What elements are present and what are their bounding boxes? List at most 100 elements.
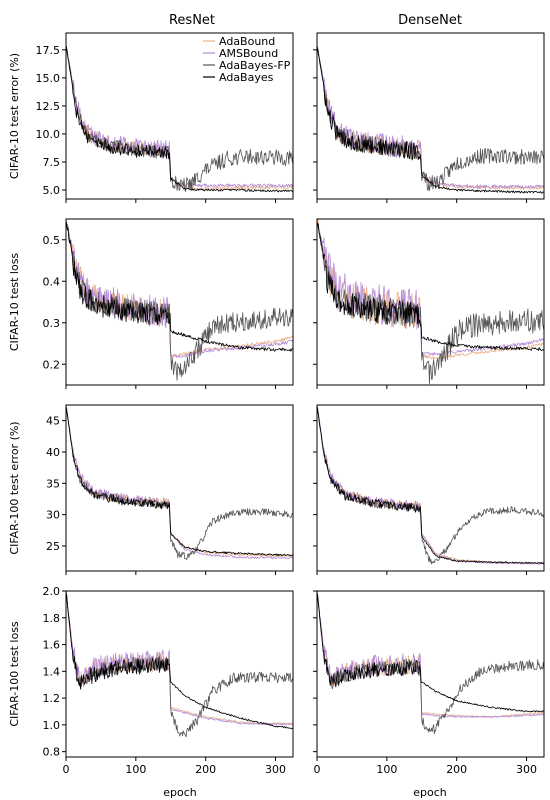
series-line-amsbound [317, 405, 544, 565]
series-line-adabayes [66, 45, 293, 193]
y-tick-label: 10.0 [36, 128, 61, 141]
panel-frame [65, 404, 294, 572]
y-tick-label: 0.8 [43, 746, 61, 759]
series-line-adabayes-fp [317, 592, 544, 735]
xlabel-resnet: epoch [163, 786, 197, 799]
legend-label-adabayes-fp: AdaBayes-FP [219, 59, 291, 72]
panel-resnet-4: 0.8 1.0 1.2 1.4 1.6 1.8 2.0 0 100 200 300 [43, 585, 294, 776]
series-line-amsbound [66, 405, 293, 560]
y-tick-label: 5.0 [43, 184, 61, 197]
panel-series-group [66, 45, 293, 193]
series-line-amsbound [317, 45, 544, 189]
y-tick-label: 1.6 [43, 639, 61, 652]
y-tick-label: 45 [46, 415, 60, 428]
panel-frame [65, 32, 294, 200]
series-line-adabayes-fp [66, 220, 293, 381]
panel-series-group [66, 220, 293, 381]
panel-densenet-4: 0 100 200 300 [313, 590, 545, 776]
x-tick-label: 300 [265, 763, 286, 776]
x-tick-label: 300 [516, 763, 537, 776]
series-line-adabayes [317, 220, 544, 352]
panel-series-group [66, 405, 293, 561]
y-tick-label: 35 [46, 477, 60, 490]
x-tick-label: 0 [63, 763, 70, 776]
column-title-densenet: DenseNet [398, 13, 462, 28]
panel-densenet-1 [313, 32, 545, 203]
legend-label-amsbound: AMSBound [219, 47, 278, 60]
legend-entry-adabound: AdaBound [203, 35, 275, 48]
panel-frame [316, 404, 545, 572]
series-line-amsbound [317, 222, 544, 356]
y-tick-label: 25 [46, 540, 60, 553]
panel-resnet-2: 0.2 0.3 0.4 0.5 [43, 218, 294, 389]
y-tick-label: 0.2 [43, 358, 61, 371]
y-tick-label: 1.2 [43, 692, 61, 705]
y-tick-label: 0.3 [43, 317, 61, 330]
series-line-amsbound [66, 221, 293, 358]
series-line-adabayes-fp [317, 405, 544, 565]
series-line-adabound [317, 592, 544, 718]
x-tick-label: 100 [376, 763, 397, 776]
y-tick-label: 0.4 [43, 275, 61, 288]
series-line-adabayes [66, 592, 293, 730]
series-line-adabayes-fp [66, 405, 293, 561]
y-tick-label: 1.4 [43, 665, 61, 678]
panel-resnet-3: 25 30 35 40 45 [46, 404, 294, 575]
xlabel-densenet: epoch [413, 786, 447, 799]
series-line-adabayes-fp [317, 221, 544, 385]
panels: 5.0 7.5 10.0 12.5 15.0 17.5 0.2 0.3 0.4 0.5 25 30 35… [36, 32, 545, 776]
panel-frame [65, 590, 294, 758]
series-line-adabound [66, 592, 293, 725]
panel-series-group [317, 405, 544, 565]
legend-entry-adabayes: AdaBayes [203, 71, 274, 84]
y-tick-label: 40 [46, 446, 60, 459]
panel-frame [65, 218, 294, 386]
y-tick-label: 2.0 [43, 585, 61, 598]
panel-frame [316, 218, 545, 386]
y-tick-label: 15.0 [36, 72, 61, 85]
y-tick-label: 12.5 [36, 100, 61, 113]
legend-label-adabayes: AdaBayes [219, 71, 274, 84]
panel-series-group [317, 592, 544, 735]
series-line-adabound [317, 45, 544, 190]
panel-densenet-3 [313, 404, 545, 575]
y-tick-label: 7.5 [43, 156, 61, 169]
y-tick-label: 17.5 [36, 44, 61, 57]
x-tick-label: 100 [125, 763, 146, 776]
y-tick-label: 30 [46, 509, 60, 522]
x-tick-label: 200 [446, 763, 467, 776]
series-line-adabayes [317, 45, 544, 194]
panel-frame [316, 32, 545, 200]
panel-frame [316, 590, 545, 758]
row-ylabel-cifar10-error: CIFAR-10 test error (%) [8, 53, 21, 179]
legend: AdaBound AMSBound AdaBayes-FP AdaBayes [196, 34, 291, 92]
y-tick-label: 0.5 [43, 234, 61, 247]
series-line-adabayes-fp [66, 45, 293, 193]
row-ylabel-cifar100-error: CIFAR-100 test error (%) [8, 421, 21, 554]
series-line-adabayes [317, 592, 544, 713]
panel-series-group [66, 592, 293, 738]
panel-resnet-1: 5.0 7.5 10.0 12.5 15.0 17.5 [36, 32, 294, 203]
series-line-adabayes [66, 405, 293, 557]
x-tick-label: 0 [314, 763, 321, 776]
series-line-amsbound [66, 592, 293, 726]
series-line-amsbound [317, 592, 544, 718]
x-tick-label: 200 [195, 763, 216, 776]
row-ylabel-cifar10-loss: CIFAR-10 test loss [8, 253, 21, 352]
series-line-adabayes [66, 220, 293, 352]
series-line-adabayes-fp [317, 45, 544, 191]
series-line-adabound [66, 405, 293, 558]
row-ylabel-cifar100-loss: CIFAR-100 test loss [8, 621, 21, 727]
y-tick-label: 1.8 [43, 612, 61, 625]
legend-entry-adabayes-fp: AdaBayes-FP [203, 59, 291, 72]
panel-densenet-2 [313, 218, 545, 389]
y-tick-label: 1.0 [43, 719, 61, 732]
panel-series-group [317, 219, 544, 385]
panel-series-group [317, 45, 544, 194]
series-line-adabayes-fp [66, 592, 293, 738]
series-line-adabayes [317, 405, 544, 564]
series-line-adabound [317, 405, 544, 564]
legend-frame [196, 34, 291, 92]
legend-label-adabound: AdaBound [219, 35, 275, 48]
